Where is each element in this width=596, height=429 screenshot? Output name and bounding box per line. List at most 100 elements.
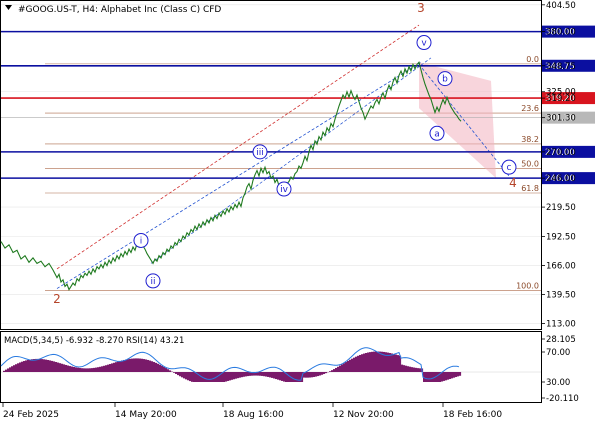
macd-bar [367, 353, 369, 372]
macd-bar [91, 368, 93, 372]
price-tick-label: 139.50 [546, 291, 576, 301]
macd-bar [405, 366, 407, 372]
macd-bar [235, 372, 237, 379]
price-tick-label: 192.50 [546, 233, 576, 243]
macd-bar [9, 367, 11, 372]
macd-bar [99, 367, 101, 372]
macd-bar [59, 363, 61, 372]
macd-bar [357, 356, 359, 372]
macd-bar [207, 372, 209, 382]
macd-bar [263, 372, 265, 376]
macd-bar [241, 372, 243, 377]
macd-bar [141, 359, 143, 372]
macd-bar [169, 370, 171, 372]
macd-bar [371, 352, 373, 372]
macd-bar [449, 372, 451, 379]
macd-bar [259, 372, 261, 376]
macd-bar [331, 370, 333, 372]
macd-bar [329, 371, 331, 372]
macd-bar [261, 372, 263, 376]
macd-bar [149, 361, 151, 372]
macd-bar [199, 372, 201, 382]
macd-bar [339, 366, 341, 372]
macd-bar [159, 365, 161, 372]
macd-bar [129, 359, 131, 372]
macd-bar [111, 363, 113, 372]
macd-bar [25, 360, 27, 372]
macd-bar [165, 368, 167, 372]
macd-bar [103, 366, 105, 372]
macd-bar [355, 357, 357, 372]
macd-bar [245, 372, 247, 376]
macd-bar [155, 363, 157, 372]
macd-bar [43, 359, 45, 372]
macd-bar [157, 364, 159, 372]
time-tick-label: 14 May 20:00 [115, 410, 177, 420]
macd-bar [107, 365, 109, 372]
fibonacci-label: 38.2 [521, 135, 539, 144]
macd-bar [447, 372, 449, 380]
macd-tick-label: 28.105 [546, 335, 576, 345]
macd-bar [69, 366, 71, 372]
macd-bar [11, 366, 13, 372]
macd-bar [369, 352, 371, 372]
macd-bar [415, 368, 417, 372]
macd-bar [317, 372, 319, 376]
time-tick-label: 12 Nov 20:00 [333, 410, 394, 420]
macd-bar [5, 370, 7, 372]
macd-bar [353, 358, 355, 372]
macd-bar [395, 355, 397, 372]
macd-bar [143, 359, 145, 372]
macd-bar [63, 364, 65, 372]
macd-bar [363, 354, 365, 372]
macd-bar [379, 352, 381, 372]
time-tick-label: 18 Aug 16:00 [223, 410, 284, 420]
macd-bar [417, 368, 419, 372]
macd-bar [429, 372, 431, 382]
macd-bar [67, 366, 69, 372]
macd-bar [49, 360, 51, 372]
fibonacci-label: 61.8 [521, 184, 539, 193]
macd-bar [431, 372, 433, 382]
macd-bar [203, 372, 205, 382]
macd-bar [83, 368, 85, 372]
macd-bar [323, 372, 325, 374]
macd-bar [427, 372, 429, 382]
macd-bar [333, 369, 335, 372]
macd-bar [351, 359, 353, 372]
price-tick-label: 270.00 [546, 148, 576, 158]
macd-bar [403, 365, 405, 372]
wave-label: b [442, 75, 448, 85]
macd-bar [183, 372, 185, 378]
macd-bar [243, 372, 245, 377]
fibonacci-label: 100.0 [516, 282, 539, 291]
macd-tick-label: 30.00 [546, 378, 570, 388]
wave-label: a [434, 129, 440, 139]
chart-title: #GOOG.US-T, H4: Alphabet Inc (Class C) C… [18, 5, 221, 15]
price-tick-label: 166.00 [546, 262, 576, 272]
macd-bar [187, 372, 189, 380]
macd-bar [213, 372, 215, 382]
macd-bar [105, 365, 107, 372]
macd-bar [17, 363, 19, 372]
macd-bar [275, 372, 277, 379]
price-tick-label: 348.75 [546, 62, 576, 72]
macd-bar [131, 359, 133, 372]
macd-bar [31, 359, 33, 372]
macd-bar [233, 372, 235, 379]
macd-bar [451, 372, 453, 378]
macd-bar [79, 368, 81, 372]
price-tick-label: 113.00 [546, 320, 576, 330]
macd-bar [343, 363, 345, 372]
macd-bar [95, 368, 97, 372]
macd-bar [283, 372, 285, 382]
macd-bar [341, 364, 343, 372]
macd-bar [161, 366, 163, 372]
macd-bar [45, 360, 47, 372]
macd-bar [151, 361, 153, 372]
macd-bar [437, 372, 439, 382]
macd-bar [441, 372, 443, 381]
macd-bar [391, 353, 393, 372]
macd-bar [181, 372, 183, 377]
macd-bar [81, 368, 83, 372]
